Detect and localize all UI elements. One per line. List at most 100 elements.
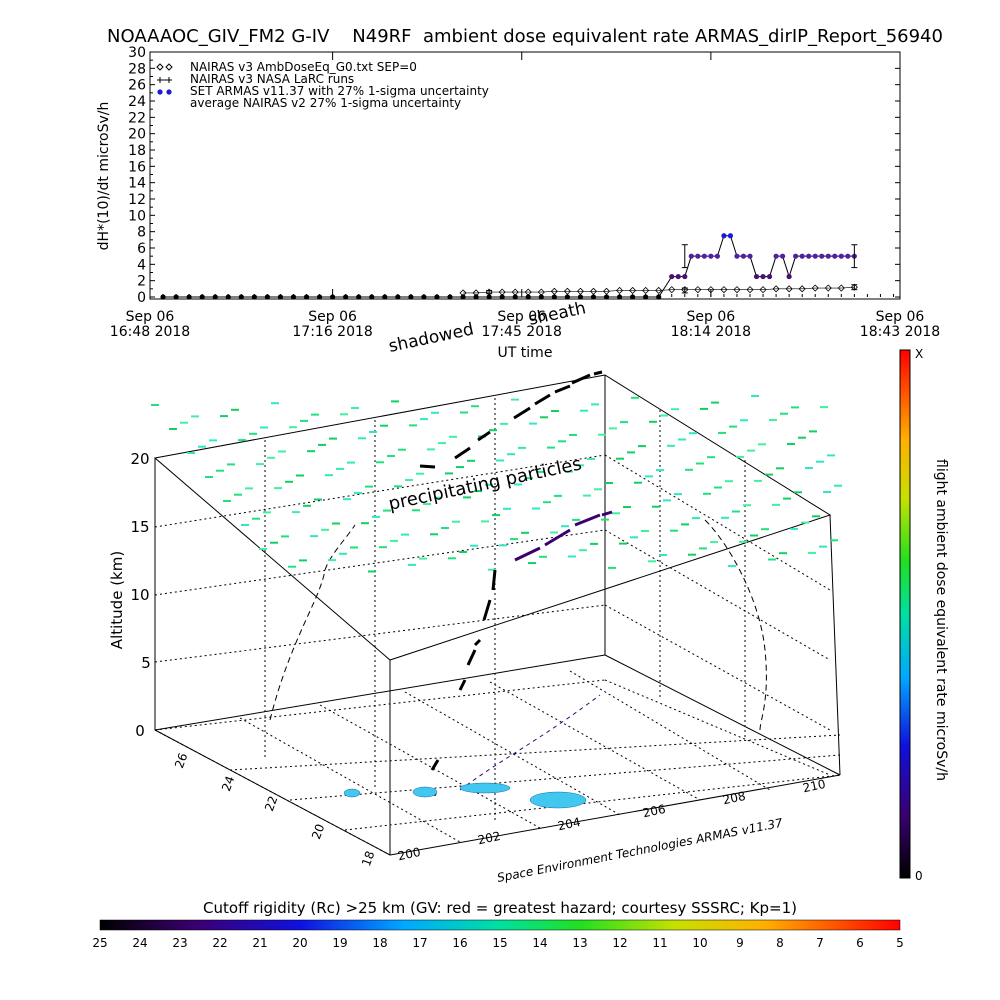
x-tick-label: Sep 06 (126, 309, 175, 325)
rigidity-tick-label: 22 (212, 936, 227, 950)
altitude-axis-label: Altitude (km) (108, 551, 126, 649)
rigidity-tick-label: 19 (332, 936, 347, 950)
armas-point (512, 294, 518, 300)
armas-point (812, 253, 818, 259)
armas-point (714, 253, 720, 259)
nairas-point (824, 284, 832, 292)
legend-label: NAIRAS v3 NASA LaRC runs (190, 72, 354, 86)
armas-point (616, 294, 623, 300)
nairas-point (733, 286, 741, 294)
nairas-point (576, 287, 585, 295)
armas-point (669, 273, 675, 280)
legend-label: average NAIRAS v2 27% 1-sigma uncertaint… (190, 96, 461, 110)
armas-point (688, 253, 694, 259)
nairas-line (463, 286, 855, 294)
y-tick-label: 12 (128, 192, 146, 208)
armas-point (766, 273, 773, 280)
flight-track-high-dose (514, 510, 613, 562)
armas-point (251, 294, 257, 300)
armas-point (747, 253, 753, 259)
armas-point (303, 294, 310, 300)
armas-point (343, 294, 349, 300)
rigidity-label: Cutoff rigidity (Rc) >25 km (GV: red = g… (203, 899, 797, 917)
armas-point (290, 294, 297, 300)
lat-tick: 20 (309, 822, 327, 841)
nairas-point (720, 286, 728, 294)
legend-entry: average NAIRAS v2 27% 1-sigma uncertaint… (190, 96, 461, 110)
lat-tick: 26 (172, 751, 190, 770)
box-frame (154, 375, 841, 856)
armas-point (408, 294, 414, 300)
armas-point (753, 273, 760, 280)
legend-label: SET ARMAS v11.37 with 27% 1-sigma uncert… (190, 84, 489, 98)
lon-tick: 208 (722, 789, 747, 807)
x-tick-label: 17:16 2018 (292, 324, 372, 340)
rigidity-tick-label: 14 (532, 936, 547, 950)
lon-tick: 202 (477, 829, 502, 847)
armas-point (369, 294, 375, 300)
armas-point (643, 294, 649, 300)
armas-point (421, 294, 427, 300)
z-tick: 10 (130, 586, 149, 604)
rigidity-blobs (343, 782, 587, 809)
armas-point (330, 294, 336, 300)
colorbar-max-label: X (915, 347, 923, 361)
nairas-point (785, 285, 793, 293)
y-tick-label: 10 (128, 208, 146, 224)
armas-point (825, 253, 831, 259)
rigidity-tick-label: 5 (896, 936, 904, 950)
nairas-point (837, 284, 845, 292)
x-axis-label: UT time (498, 345, 553, 361)
lon-tick: 200 (397, 845, 422, 863)
legend-label: NAIRAS v3 AmbDoseEq_G0.txt SEP=0 (190, 60, 417, 74)
colorbar-gradient (899, 349, 911, 879)
armas-point (538, 294, 544, 300)
y-tick-label: 24 (128, 94, 146, 110)
armas-point (727, 233, 734, 239)
rigidity-tick-label: 20 (292, 936, 307, 950)
armas-point (238, 294, 244, 300)
nairas-point (589, 287, 598, 295)
y-tick-label: 26 (128, 78, 146, 94)
armas-point (603, 294, 610, 300)
legend-diamond-marker (156, 63, 164, 71)
nairas-point (642, 286, 650, 295)
armas-point (793, 253, 799, 259)
armas-point (212, 294, 218, 300)
rigidity-tick-label: 16 (452, 936, 467, 950)
armas-point (460, 294, 466, 300)
rigidity-tick-label: 9 (736, 936, 744, 950)
armas-point (356, 294, 362, 300)
armas-point (799, 253, 805, 259)
rigidity-tick-label: 8 (776, 936, 784, 950)
x-tick-label: Sep 06 (308, 309, 357, 325)
rigidity-tick-label: 13 (572, 936, 587, 950)
y-tick-label: 20 (128, 127, 146, 143)
z-tick: 15 (130, 518, 149, 536)
rigidity-tick-label: 11 (652, 936, 667, 950)
armas-point (656, 294, 662, 300)
flight-track (419, 370, 603, 797)
nairas-point (798, 285, 806, 293)
rigidity-tick-label: 23 (172, 936, 187, 950)
rigidity-tick-label: 21 (252, 936, 267, 950)
y-tick-label: 16 (128, 159, 146, 175)
nairas-point (746, 286, 754, 294)
page-title: NOAAAOC_GIV_FM2 G-IV N49RF ambient dose … (107, 26, 943, 47)
y-tick-label: 4 (137, 257, 146, 273)
legend-dot-marker (157, 89, 163, 95)
legend-entry: NAIRAS v3 NASA LaRC runs (157, 72, 354, 86)
z-tick: 20 (130, 450, 149, 468)
nairas-point (602, 287, 611, 295)
armas-point (760, 273, 766, 280)
armas-point (773, 253, 779, 259)
error-bars (486, 244, 858, 295)
ground-track (459, 694, 601, 791)
rigidity-tick-label: 10 (692, 936, 707, 950)
nairas-point (615, 286, 624, 295)
nairas-point (629, 286, 637, 295)
